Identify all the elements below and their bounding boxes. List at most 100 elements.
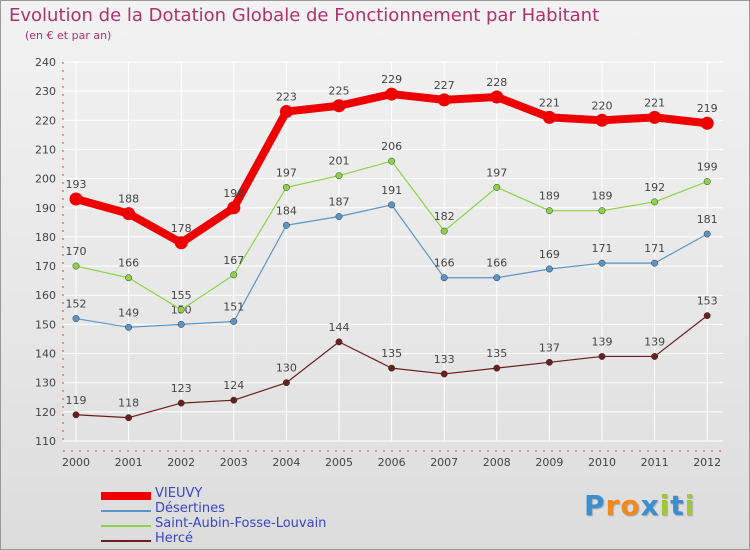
data-point [440,370,448,378]
x-tick-label: 2006 [378,456,406,469]
y-tick-label: 210 [35,143,56,156]
data-label: 152 [66,298,87,311]
data-label: 199 [697,161,718,174]
data-label: 220 [592,99,613,112]
data-label: 137 [539,341,560,354]
data-point [174,236,188,250]
data-point [651,198,659,206]
legend-item: VIEUVY [101,486,441,503]
data-label: 167 [223,254,244,267]
data-label: 171 [644,242,665,255]
data-point [437,93,451,107]
data-label: 170 [66,245,87,258]
y-tick-label: 230 [35,85,56,98]
data-label: 227 [434,79,455,92]
y-tick-label: 130 [35,377,56,390]
data-point [230,271,238,279]
data-label: 197 [486,166,507,179]
data-point [388,201,396,209]
data-point [282,379,290,387]
data-point [493,274,501,282]
data-label: 182 [434,210,455,223]
data-point [598,353,606,360]
data-point [493,364,501,372]
data-point [545,265,553,273]
y-tick-label: 160 [35,289,56,302]
data-label: 187 [329,196,350,209]
x-tick-label: 2010 [588,456,616,469]
data-point [648,110,662,124]
x-tick-label: 2003 [220,456,248,469]
data-label: 123 [171,382,192,395]
data-label: 166 [486,257,507,270]
data-point [177,306,185,314]
logo-letter: P [584,489,606,522]
data-point [545,358,553,366]
data-label: 184 [276,204,297,217]
data-label: 192 [644,181,665,194]
data-point [440,274,448,282]
y-tick-label: 170 [35,260,56,273]
data-point [490,90,504,104]
data-point [125,414,133,422]
data-label: 189 [592,190,613,203]
data-point [388,364,396,372]
data-label: 221 [539,96,560,109]
legend-label: Hercé [155,531,193,546]
data-label: 124 [223,379,244,392]
x-tick-label: 2009 [535,456,563,469]
data-point [335,172,343,180]
legend-swatch [101,492,151,500]
x-tick-label: 2002 [167,456,195,469]
data-label: 219 [697,102,718,115]
x-tick-label: 2004 [272,456,300,469]
data-label: 144 [329,321,350,334]
data-point [69,192,83,206]
data-point [227,201,241,215]
data-point [335,338,343,346]
proxiti-logo: Proxiti [584,489,695,522]
data-point [282,221,290,229]
data-label: 228 [486,76,507,89]
data-point [545,207,553,215]
data-label: 169 [539,248,560,261]
data-point [125,323,133,331]
data-label: 130 [276,362,297,375]
data-point [230,318,238,325]
data-point [700,116,714,130]
y-tick-label: 150 [35,318,56,331]
data-label: 139 [592,335,613,348]
data-label: 223 [276,91,297,104]
data-point [122,207,136,221]
data-label: 229 [381,73,402,86]
logo-letter: i [684,489,696,522]
chart-subtitle: (en € et par an) [25,29,112,42]
data-label: 153 [697,295,718,308]
logo-letter: o [620,489,641,522]
x-tick-label: 2008 [483,456,511,469]
logo-letter: x [640,489,660,522]
y-tick-label: 140 [35,348,56,361]
data-label: 191 [381,184,402,197]
data-point [595,113,609,127]
data-point [279,105,293,119]
data-label: 133 [434,353,455,366]
data-point [388,157,396,165]
data-label: 119 [66,394,87,407]
data-label: 155 [171,289,192,302]
x-tick-label: 2011 [641,456,669,469]
data-label: 178 [171,222,192,235]
data-label: 171 [592,242,613,255]
x-tick-label: 2001 [115,456,143,469]
x-tick-label: 2000 [62,456,90,469]
y-tick-label: 110 [35,435,56,448]
data-label: 188 [118,193,139,206]
legend-item: Désertines [101,501,441,518]
data-point [230,396,238,404]
data-point [440,227,448,235]
data-point [651,259,659,267]
legend-label: Désertines [155,501,225,516]
data-label: 181 [697,213,718,226]
y-tick-label: 200 [35,173,56,186]
